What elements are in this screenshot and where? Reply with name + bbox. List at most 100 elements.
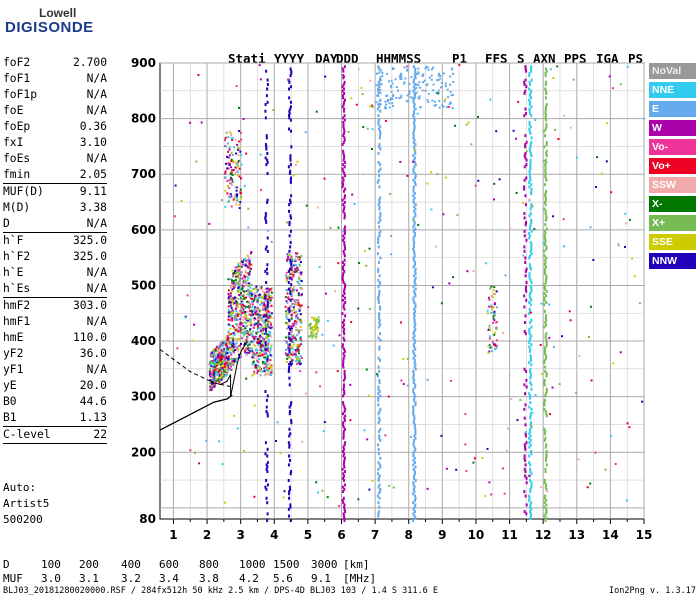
digisonde-logo: Lowell DIGISONDE (3, 6, 103, 46)
echo-point (413, 438, 416, 442)
echo-point (295, 314, 298, 317)
echo-point (244, 314, 247, 317)
y-tick-label: 900 (131, 56, 156, 70)
echo-point (260, 345, 263, 348)
echo-point (245, 338, 248, 341)
echo-point (264, 218, 267, 222)
echo-point (545, 450, 548, 454)
echo-point (205, 439, 208, 442)
echo-point (413, 292, 416, 296)
echo-point (265, 280, 268, 284)
echo-point (544, 71, 547, 75)
echo-point (523, 443, 526, 447)
echo-point (371, 106, 374, 109)
echo-point (528, 227, 531, 231)
echo-point (515, 192, 518, 195)
echo-point (231, 361, 234, 364)
echo-point (264, 321, 267, 324)
param-key: fmin (3, 168, 31, 181)
echo-point (231, 310, 234, 313)
echo-point (528, 198, 531, 201)
echo-point (477, 115, 480, 118)
echo-point (530, 298, 533, 302)
header-label-11: PS (628, 51, 644, 66)
echo-point (266, 333, 269, 336)
echo-point (413, 334, 416, 338)
echo-point (237, 287, 240, 290)
echo-point (249, 324, 252, 327)
echo-point (291, 258, 294, 261)
echo-point (412, 507, 415, 511)
echo-point (376, 107, 379, 111)
echo-point (413, 361, 416, 365)
echo-point (236, 318, 239, 321)
echo-point (528, 369, 531, 373)
echo-point (375, 72, 378, 75)
echo-point (341, 423, 344, 427)
echo-point (625, 499, 628, 502)
echo-point (377, 398, 380, 402)
echo-point (528, 169, 531, 173)
distance-row-value: 3000 (311, 558, 338, 571)
echo-point (619, 83, 622, 86)
echo-point (528, 274, 531, 278)
echo-point (239, 188, 242, 191)
echo-point (377, 87, 380, 91)
x-tick-label: 2 (203, 528, 211, 542)
echo-point (288, 443, 291, 447)
echo-point (289, 410, 292, 414)
echo-point (212, 376, 215, 379)
x-tick-label: 5 (304, 528, 312, 542)
echo-point (287, 275, 290, 278)
echo-point (371, 479, 374, 482)
param-value: N/A (86, 104, 107, 117)
echo-point (344, 229, 347, 233)
echo-point (544, 410, 547, 414)
echo-point (297, 276, 300, 279)
echo-point (523, 80, 526, 84)
echo-point (379, 76, 382, 80)
echo-point (528, 80, 531, 84)
echo-point (377, 392, 380, 396)
echo-point (413, 365, 416, 369)
echo-point (263, 304, 266, 307)
echo-point (544, 212, 547, 216)
echo-point (312, 334, 315, 337)
echo-point (248, 300, 251, 303)
echo-point (342, 383, 345, 387)
echo-point (289, 305, 292, 308)
echo-point (377, 245, 380, 249)
echo-point (412, 412, 415, 416)
echo-point (529, 438, 532, 442)
echo-point (409, 96, 412, 99)
echo-point (269, 299, 272, 302)
echo-point (545, 454, 548, 458)
echo-point (543, 347, 546, 351)
echo-point (530, 203, 533, 207)
echo-point (223, 365, 226, 368)
echo-point (230, 315, 233, 318)
echo-point (224, 136, 227, 139)
echo-point (259, 348, 262, 351)
echo-point (259, 334, 262, 337)
echo-point (641, 400, 644, 403)
echo-point (288, 332, 291, 336)
echo-point (264, 357, 267, 360)
echo-point (424, 89, 427, 92)
echo-point (227, 355, 230, 358)
echo-point (529, 278, 532, 282)
echo-point (522, 254, 525, 257)
echo-point (294, 303, 297, 306)
echo-point (343, 243, 346, 247)
echo-point (229, 134, 232, 137)
echo-point (253, 288, 256, 291)
echo-point (287, 441, 290, 445)
echo-point (414, 287, 417, 291)
echo-point (266, 501, 269, 505)
echo-point (217, 372, 220, 375)
echo-point (412, 140, 415, 144)
echo-point (264, 373, 267, 376)
echo-point (544, 470, 547, 474)
echo-point (443, 100, 446, 103)
echo-point (549, 413, 552, 416)
